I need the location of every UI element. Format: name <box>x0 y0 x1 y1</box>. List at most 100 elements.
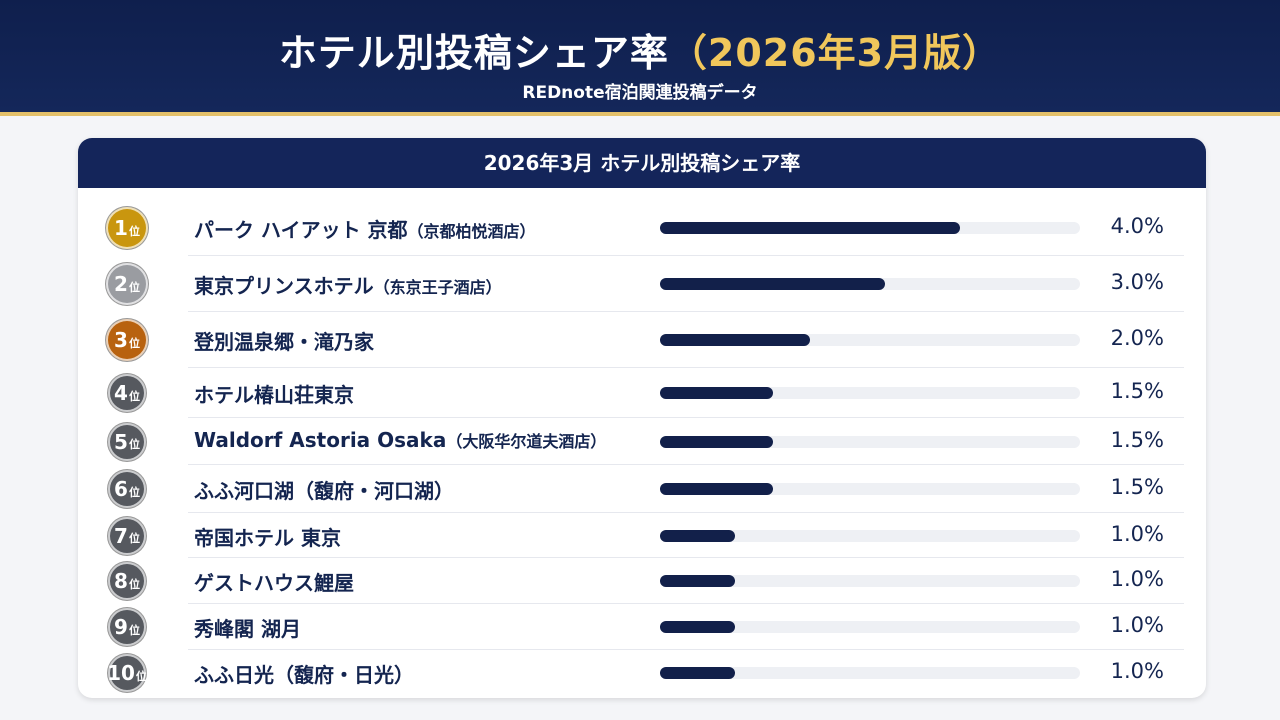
hotel-name: パーク ハイアット 京都（京都柏悦酒店） <box>194 214 536 243</box>
rank-suffix: 位 <box>135 669 147 683</box>
rank-suffix: 位 <box>128 623 140 637</box>
value-label: 1.0% <box>1110 521 1164 546</box>
bar <box>660 483 773 495</box>
hotel-name: 帝国ホテル 東京 <box>194 522 341 551</box>
rank-number: 2 <box>114 272 128 296</box>
hotel-name-sub: （大阪华尔道夫酒店） <box>446 431 607 451</box>
row-divider <box>188 649 1184 650</box>
hotel-name-main: ふふ日光（馥府・日光） <box>194 663 414 687</box>
bar-track <box>660 529 1080 542</box>
row-divider <box>188 603 1184 604</box>
bar-track <box>660 222 1080 234</box>
bar-track <box>660 278 1080 290</box>
bar-track <box>660 621 1080 633</box>
hotel-name: ふふ河口湖（馥府・河口湖） <box>194 475 454 504</box>
hotel-name: 登別温泉郷・滝乃家 <box>194 326 374 355</box>
rank-number: 4 <box>114 381 128 405</box>
hotel-name-sub: （京都柏悦酒店） <box>407 222 536 241</box>
value-label: 1.0% <box>1110 659 1164 683</box>
value-label: 1.5% <box>1110 379 1164 403</box>
rank-number: 6 <box>114 477 128 501</box>
rank-suffix: 位 <box>128 485 140 499</box>
rank-number: 10 <box>107 661 135 685</box>
bar <box>660 529 735 542</box>
bar <box>660 575 735 587</box>
bar <box>660 667 735 679</box>
rank-number: 9 <box>114 615 128 639</box>
rank-number: 1 <box>114 216 128 240</box>
bar <box>660 278 885 290</box>
title-highlight: （2026年3月版） <box>668 31 1002 75</box>
bar-track <box>660 334 1080 346</box>
hotel-name-main: 帝国ホテル 東京 <box>194 525 341 550</box>
hotel-name-main: 登別温泉郷・滝乃家 <box>194 330 374 354</box>
value-label: 1.0% <box>1110 613 1164 637</box>
row-divider <box>188 417 1184 418</box>
value-label: 1.5% <box>1110 427 1164 452</box>
hotel-name: ゲストハウス鯉屋 <box>194 567 354 596</box>
hotel-name-sub: （东京王子酒店） <box>373 278 502 297</box>
header: ホテル別投稿シェア率（2026年3月版） REDnote宿泊関連投稿データ <box>0 0 1280 116</box>
rank-suffix: 位 <box>128 336 140 350</box>
hotel-name-main: ゲストハウス鯉屋 <box>194 571 354 595</box>
rank-suffix: 位 <box>128 532 140 545</box>
hotel-name-main: 東京プリンスホテル <box>194 274 374 298</box>
bar-track <box>660 667 1080 679</box>
bar <box>660 387 773 399</box>
row-divider <box>188 311 1184 312</box>
bar <box>660 334 810 346</box>
value-label: 2.0% <box>1110 326 1164 350</box>
rank-badge: 10 位 <box>107 654 147 692</box>
page-title: ホテル別投稿シェア率（2026年3月版） <box>0 22 1280 77</box>
bar <box>660 621 735 633</box>
hotel-name-main: パーク ハイアット 京都 <box>194 218 408 242</box>
row-divider <box>188 255 1184 256</box>
bar-track <box>660 387 1080 399</box>
rank-number: 8 <box>114 569 128 593</box>
rank-suffix: 位 <box>128 389 140 403</box>
hotel-name-main: ふふ河口湖（馥府・河口湖） <box>194 479 454 503</box>
bar-track <box>660 435 1080 448</box>
rank-suffix: 位 <box>128 280 140 294</box>
rank-suffix: 位 <box>128 438 140 451</box>
rank-number: 5 <box>114 429 128 454</box>
page-subtitle: REDnote宿泊関連投稿データ <box>522 83 758 103</box>
value-label: 1.5% <box>1110 475 1164 499</box>
value-label: 1.0% <box>1110 567 1164 591</box>
row-divider <box>188 512 1184 513</box>
bar-track <box>660 575 1080 587</box>
value-label: 3.0% <box>1110 270 1164 294</box>
hotel-name: 東京プリンスホテル（东京王子酒店） <box>194 270 502 299</box>
row-divider <box>188 557 1184 558</box>
hotel-name: Waldorf Astoria Osaka（大阪华尔道夫酒店） <box>194 428 606 452</box>
hotel-name: 秀峰閣 湖月 <box>194 613 301 642</box>
bar <box>660 435 773 448</box>
rank-suffix: 位 <box>128 224 140 238</box>
rank-number: 7 <box>114 523 128 548</box>
hotel-name-main: 秀峰閣 湖月 <box>194 617 301 641</box>
chart-title: 2026年3月 ホテル別投稿シェア率 <box>78 138 1206 188</box>
row-divider <box>188 367 1184 368</box>
row-divider <box>188 464 1184 465</box>
bar <box>660 222 960 234</box>
rank-number: 3 <box>114 328 128 352</box>
title-main: ホテル別投稿シェア率 <box>278 31 669 75</box>
hotel-name-main: Waldorf Astoria Osaka <box>194 427 447 452</box>
bar-track <box>660 483 1080 495</box>
hotel-name: ふふ日光（馥府・日光） <box>194 659 414 688</box>
